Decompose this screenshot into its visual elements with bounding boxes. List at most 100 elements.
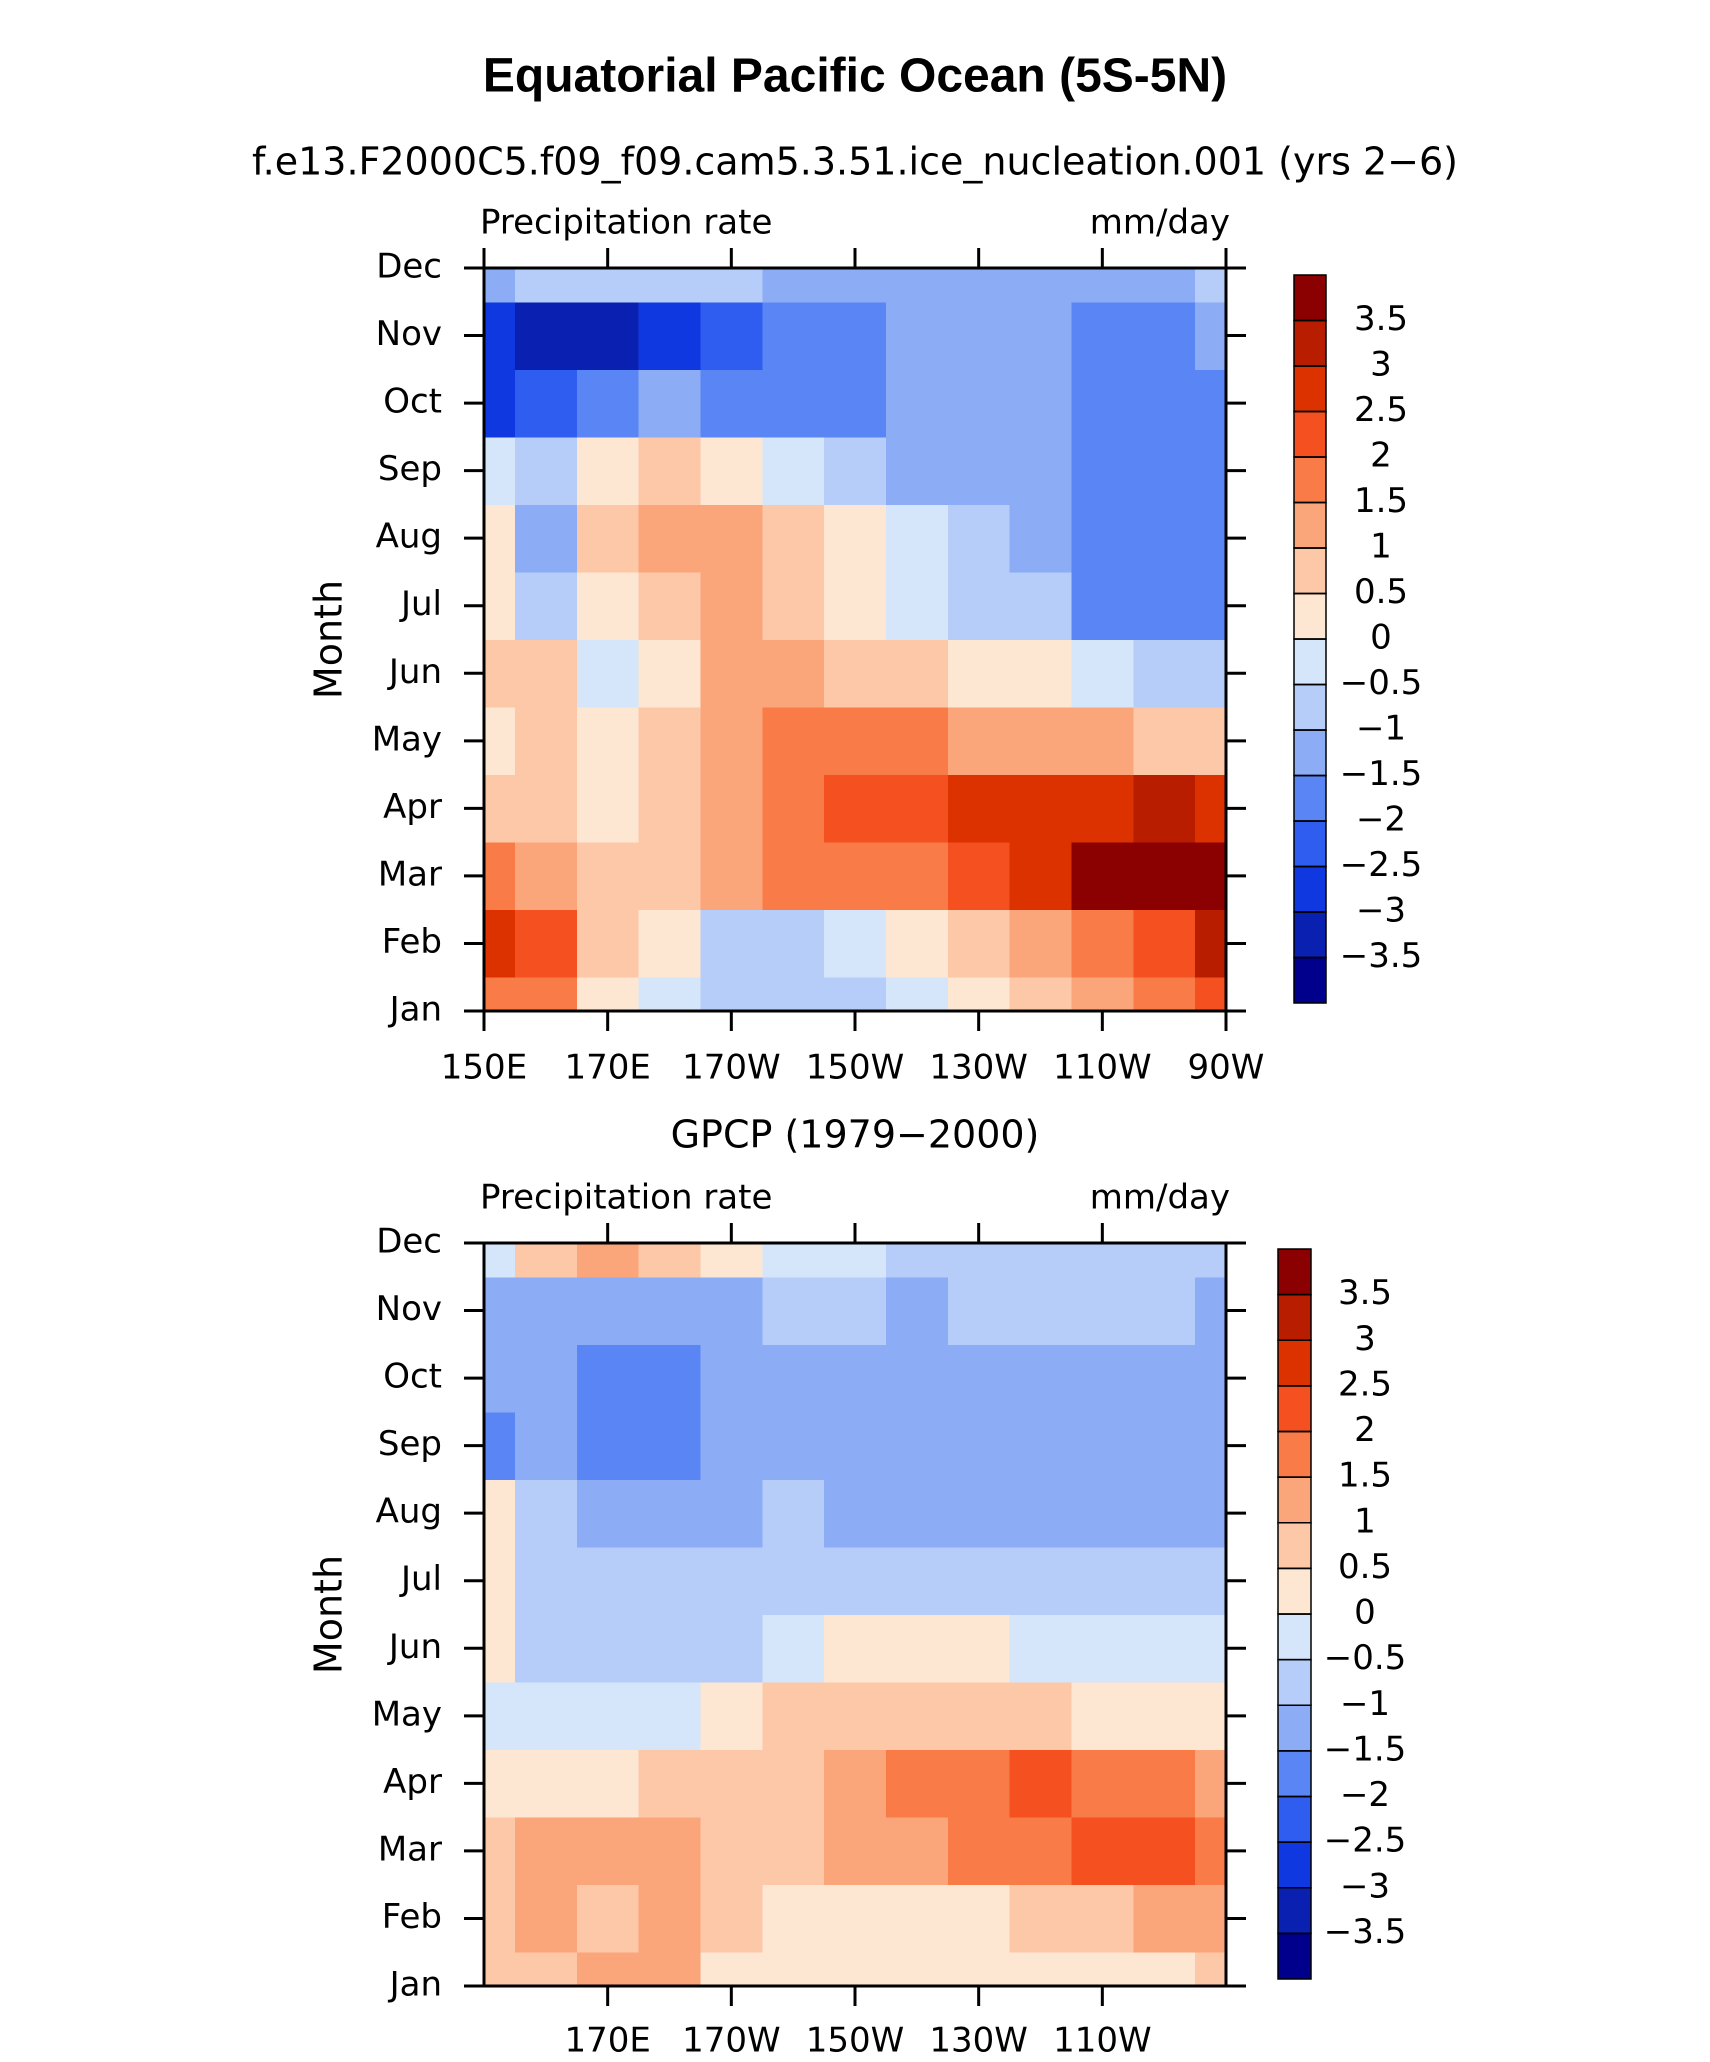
contour-cell (1071, 977, 1134, 1012)
contour-cell (638, 1344, 701, 1413)
contour-cell (484, 1682, 516, 1751)
contour-cell (484, 1243, 516, 1278)
contour-cell (514, 1952, 578, 1987)
contour-cell (1009, 842, 1072, 911)
contour-cell (947, 639, 1011, 708)
contour-cell (576, 1344, 640, 1413)
y-axis-label: Month (307, 580, 351, 699)
colorbar-label: 1.5 (1338, 1456, 1392, 1496)
contour-cell (514, 1817, 578, 1886)
contour-cell (1071, 1243, 1134, 1278)
contour-cell (762, 1884, 825, 1953)
contour-cell (700, 301, 763, 370)
contour-cell (824, 707, 887, 776)
contour-cell (1009, 1614, 1072, 1683)
contour-cell (1071, 1546, 1134, 1615)
contour-cell (947, 1344, 1011, 1413)
contour-cell (638, 504, 701, 573)
contour-cell (638, 977, 701, 1012)
contour-cell (885, 1884, 949, 1953)
page-title: Equatorial Pacific Ocean (5S-5N) (483, 50, 1227, 103)
y-axis-label: Month (307, 1555, 351, 1674)
contour-cell (576, 369, 640, 438)
contour-cell (1195, 1243, 1227, 1278)
contour-cell (514, 571, 578, 640)
contour-cell (1009, 1682, 1072, 1751)
contour-cell (1133, 707, 1196, 776)
colorbar-label: −3 (1340, 1866, 1390, 1906)
contour-cell (1071, 1817, 1134, 1886)
chart-title: f.e13.F2000C5.f09_f09.cam5.3.51.ice_nucl… (252, 140, 1458, 184)
contour-cell (1009, 977, 1072, 1012)
contour-cell (1195, 1682, 1227, 1751)
contour-cell (576, 571, 640, 640)
contour-cell (1195, 1479, 1227, 1548)
contour-cell (762, 1411, 825, 1480)
colorbar-label: −3.5 (1340, 936, 1423, 976)
colorbar-box (1277, 1522, 1312, 1570)
contour-cell (762, 842, 825, 911)
colorbar-box (1277, 1567, 1312, 1615)
contour-cell (1195, 1884, 1227, 1953)
contour-cell (1133, 369, 1196, 438)
colorbar-label: 0 (1354, 1593, 1376, 1633)
contour-cell (824, 369, 887, 438)
y-tick-label: Nov (376, 314, 442, 354)
contour-cell (638, 1243, 701, 1278)
contour-cell (700, 571, 763, 640)
contour-cell (514, 1276, 578, 1345)
colorbar-box (1293, 729, 1327, 777)
contour-cell (1009, 1546, 1072, 1615)
colorbar-label: −1 (1340, 1684, 1390, 1724)
x-tick-label: 150W (806, 2021, 905, 2061)
colorbar-box (1293, 774, 1327, 822)
colorbar-label: 3 (1354, 1319, 1376, 1359)
contour-cell (514, 301, 578, 370)
contour-cell (824, 1817, 887, 1886)
contour-cell (947, 1749, 1011, 1818)
contour-cell (947, 977, 1011, 1012)
colorbar-label: −2.5 (1324, 1821, 1407, 1861)
y-tick-label: Oct (383, 1357, 442, 1397)
colorbar-label: 2.5 (1354, 390, 1408, 430)
contour-cell (484, 369, 516, 438)
contour-cell (1133, 977, 1196, 1012)
colorbar-box (1277, 1385, 1312, 1433)
contour-cell (1133, 1546, 1196, 1615)
contour-cell (1009, 1952, 1072, 1987)
contour-cell (1133, 301, 1196, 370)
y-tick-label: May (372, 1694, 442, 1734)
contour-cell (514, 1479, 578, 1548)
contour-cell (484, 504, 516, 573)
contour-cell (885, 1344, 949, 1413)
y-tick-label: Nov (376, 1289, 442, 1329)
colorbar-box (1293, 274, 1327, 322)
contour-cell (947, 707, 1011, 776)
contour-cell (484, 1344, 516, 1413)
contour-cell (947, 1817, 1011, 1886)
contour-cell (1009, 268, 1072, 303)
colorbar-label: 1.5 (1354, 481, 1408, 521)
colorbar-box (1277, 1613, 1312, 1661)
contour-cell (1009, 1243, 1072, 1278)
contour-cell (885, 1243, 949, 1278)
y-tick-label: Feb (382, 1897, 442, 1937)
colorbar-label: 0 (1370, 618, 1392, 658)
contour-cell (947, 1411, 1011, 1480)
contour-cell (824, 842, 887, 911)
contour-cell (638, 1276, 701, 1345)
contour-cell (1133, 436, 1196, 505)
contour-cell (1133, 1479, 1196, 1548)
contour-cell (576, 268, 640, 303)
contour-cell (947, 1243, 1011, 1278)
contour-cell (576, 639, 640, 708)
contour-cell (762, 1749, 825, 1818)
colorbar-box (1293, 547, 1327, 595)
contour-cell (484, 774, 516, 843)
x-tick-label: 130W (929, 1048, 1028, 1088)
y-tick-label: Dec (376, 247, 442, 287)
contour-cell (576, 774, 640, 843)
contour-cell (638, 571, 701, 640)
contour-cell (700, 1952, 763, 1987)
colorbar-label: −2.5 (1340, 845, 1423, 885)
